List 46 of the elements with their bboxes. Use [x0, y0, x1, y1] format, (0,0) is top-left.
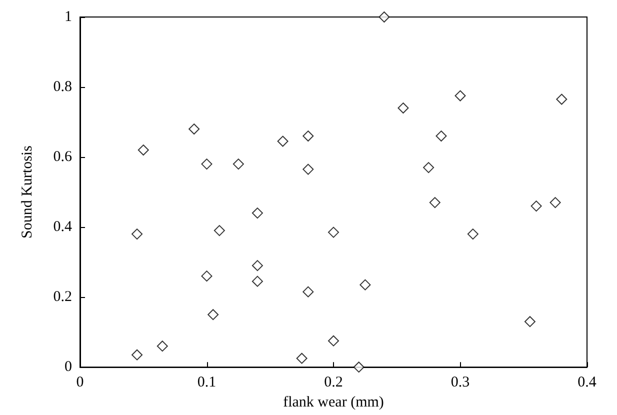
point [454, 90, 466, 102]
point [550, 197, 561, 208]
point [296, 352, 308, 364]
point [524, 316, 536, 328]
point [138, 144, 149, 156]
point [328, 335, 339, 346]
point [208, 309, 219, 320]
point [360, 279, 371, 290]
point [302, 164, 314, 175]
point [232, 158, 244, 170]
point [252, 276, 263, 287]
point [214, 225, 225, 236]
y-tick-label: 1 [64, 9, 72, 25]
x-axis-title: flank wear (mm) [283, 394, 384, 410]
point [201, 270, 212, 282]
point [201, 158, 212, 170]
point [429, 197, 440, 208]
point [556, 94, 568, 105]
point [378, 12, 390, 22]
point [353, 362, 364, 373]
point [302, 286, 314, 298]
y-tick-label: 0.4 [53, 219, 72, 236]
point [188, 124, 200, 135]
point [423, 162, 434, 174]
point [436, 130, 447, 142]
y-tick-label: 0 [64, 359, 72, 376]
y-tick-label: 0.8 [53, 79, 72, 96]
y-tick-label: 0.6 [53, 149, 72, 166]
point [398, 102, 409, 114]
x-tick-label: 0.4 [578, 374, 597, 391]
point [302, 130, 314, 142]
point [467, 228, 478, 240]
x-tick-label: 0.3 [450, 374, 470, 391]
point [252, 208, 263, 219]
point [530, 200, 542, 212]
x-tick-label: 0.2 [324, 374, 343, 391]
point [156, 340, 168, 352]
point [277, 136, 288, 147]
y-axis-title: Sound Kurtosis [20, 145, 36, 239]
x-tick-label: 0 [76, 374, 84, 391]
point [252, 260, 263, 272]
x-tick-label: 0.1 [197, 374, 216, 391]
y-tick-label: 0.2 [53, 289, 72, 306]
point [328, 226, 339, 238]
point [132, 349, 143, 360]
point [132, 228, 143, 240]
